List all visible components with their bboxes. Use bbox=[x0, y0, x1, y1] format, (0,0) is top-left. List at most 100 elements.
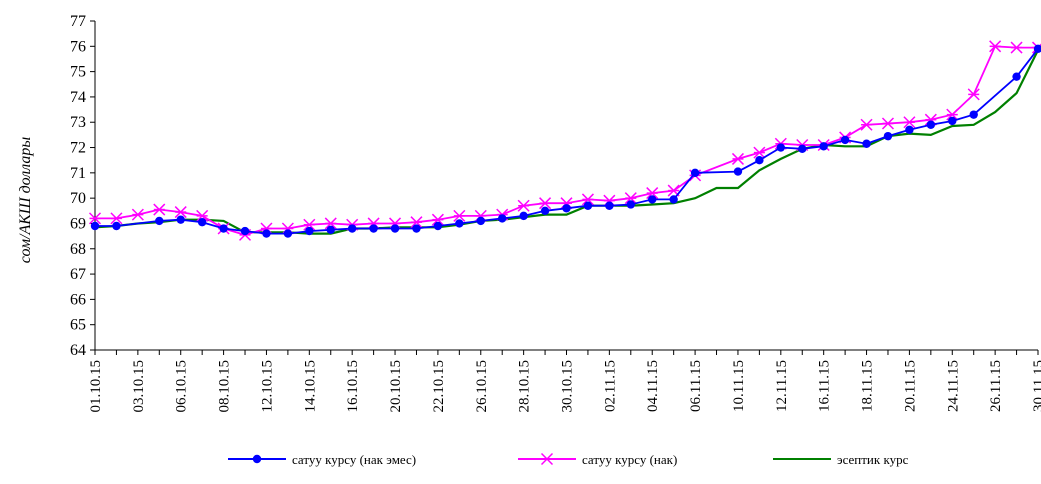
data-point bbox=[970, 110, 978, 118]
y-tick-label: 73 bbox=[70, 114, 86, 131]
data-point bbox=[798, 145, 806, 153]
legend: сатуу курсу (нак эмес) сатуу курсу (нак) э… bbox=[228, 452, 909, 467]
y-tick-label: 72 bbox=[70, 140, 86, 157]
data-point bbox=[905, 126, 913, 134]
data-point bbox=[327, 226, 335, 234]
series-group bbox=[90, 41, 1041, 241]
data-point bbox=[519, 212, 527, 220]
data-point bbox=[605, 202, 613, 210]
data-point bbox=[177, 215, 185, 223]
x-tick-label: 08.10.15 bbox=[217, 360, 233, 413]
data-point bbox=[990, 41, 1001, 52]
data-point bbox=[219, 224, 227, 232]
data-point bbox=[132, 209, 143, 220]
data-point bbox=[819, 142, 827, 150]
data-point bbox=[948, 117, 956, 125]
data-point bbox=[562, 204, 570, 212]
y-tick-label: 67 bbox=[70, 266, 86, 283]
data-point bbox=[861, 119, 872, 130]
data-point bbox=[777, 143, 785, 151]
x-tick-label: 20.11.15 bbox=[902, 360, 918, 412]
y-tick-label: 64 bbox=[70, 342, 86, 359]
data-point bbox=[1012, 72, 1020, 80]
legend-marker bbox=[253, 455, 261, 463]
y-tick-label: 66 bbox=[70, 291, 86, 308]
x-tick-label: 06.11.15 bbox=[688, 360, 704, 412]
y-axis-ticks: 64 65 66 67 68 69 70 71 72 73 74 75 76 77 bbox=[70, 13, 95, 359]
data-point bbox=[262, 229, 270, 237]
data-point bbox=[518, 200, 529, 211]
x-tick-label: 06.10.15 bbox=[174, 360, 190, 413]
x-tick-label: 12.11.15 bbox=[774, 360, 790, 412]
y-tick-label: 71 bbox=[70, 165, 86, 182]
y-tick-label: 75 bbox=[70, 64, 86, 81]
data-point bbox=[155, 217, 163, 225]
data-point bbox=[627, 200, 635, 208]
y-tick-label: 74 bbox=[70, 89, 86, 106]
data-point bbox=[198, 218, 206, 226]
data-point bbox=[927, 121, 935, 129]
data-point bbox=[112, 222, 120, 230]
data-point bbox=[369, 224, 377, 232]
data-point bbox=[434, 222, 442, 230]
x-tick-label: 16.11.15 bbox=[817, 360, 833, 412]
data-point bbox=[498, 214, 506, 222]
legend-label: эсептик курс bbox=[837, 452, 909, 467]
y-tick-label: 68 bbox=[70, 241, 86, 258]
x-tick-label: 18.11.15 bbox=[860, 360, 876, 412]
data-point bbox=[648, 195, 656, 203]
axes bbox=[95, 21, 1038, 350]
data-point bbox=[1011, 42, 1022, 53]
y-tick-label: 76 bbox=[70, 38, 86, 55]
data-point bbox=[691, 169, 699, 177]
x-tick-label: 30.10.15 bbox=[560, 360, 576, 413]
legend-item-2: сатуу курсу (нак) bbox=[518, 452, 677, 467]
legend-label: сатуу курсу (нак эмес) bbox=[292, 452, 416, 467]
x-tick-label: 10.11.15 bbox=[731, 360, 747, 412]
data-point bbox=[882, 118, 893, 129]
data-point bbox=[732, 153, 743, 164]
x-tick-label: 12.10.15 bbox=[259, 360, 275, 413]
x-tick-label: 22.10.15 bbox=[431, 360, 447, 413]
data-point bbox=[669, 195, 677, 203]
x-tick-label: 03.10.15 bbox=[131, 360, 147, 413]
data-point bbox=[477, 217, 485, 225]
x-tick-label: 04.11.15 bbox=[645, 360, 661, 412]
data-point bbox=[862, 140, 870, 148]
x-tick-label: 02.11.15 bbox=[602, 360, 618, 412]
data-point bbox=[541, 207, 549, 215]
data-point bbox=[584, 202, 592, 210]
y-tick-label: 65 bbox=[70, 317, 86, 334]
data-point bbox=[734, 167, 742, 175]
data-point bbox=[968, 89, 979, 100]
x-tick-label: 24.11.15 bbox=[945, 360, 961, 412]
x-tick-label: 14.10.15 bbox=[302, 360, 318, 413]
legend-label: сатуу курсу (нак) bbox=[582, 452, 677, 467]
data-point bbox=[755, 156, 763, 164]
x-tick-label: 28.10.15 bbox=[517, 360, 533, 413]
data-point bbox=[455, 219, 463, 227]
data-point bbox=[391, 224, 399, 232]
y-tick-label: 69 bbox=[70, 215, 86, 232]
x-tick-label: 26.11.15 bbox=[988, 360, 1004, 412]
x-tick-label: 30.11.15 bbox=[1031, 360, 1041, 412]
data-point bbox=[154, 204, 165, 215]
data-point bbox=[412, 224, 420, 232]
legend-item-1: сатуу курсу (нак эмес) bbox=[228, 452, 416, 467]
x-axis-ticks: 01.10.15 03.10.15 06.10.15 08.10.15 12.10.15… bbox=[88, 350, 1041, 413]
x-tick-label: 01.10.15 bbox=[88, 360, 104, 413]
x-tick-label: 20.10.15 bbox=[388, 360, 404, 413]
y-tick-label: 77 bbox=[70, 13, 86, 30]
series-1 bbox=[91, 45, 1041, 238]
data-point bbox=[884, 132, 892, 140]
data-point bbox=[241, 227, 249, 235]
y-tick-label: 70 bbox=[70, 190, 86, 207]
x-tick-label: 26.10.15 bbox=[474, 360, 490, 413]
data-point bbox=[841, 136, 849, 144]
data-point bbox=[348, 224, 356, 232]
y-axis-label: сом/АКШ доллары bbox=[17, 137, 34, 264]
data-point bbox=[284, 229, 292, 237]
x-tick-label: 16.10.15 bbox=[345, 360, 361, 413]
data-point bbox=[305, 227, 313, 235]
